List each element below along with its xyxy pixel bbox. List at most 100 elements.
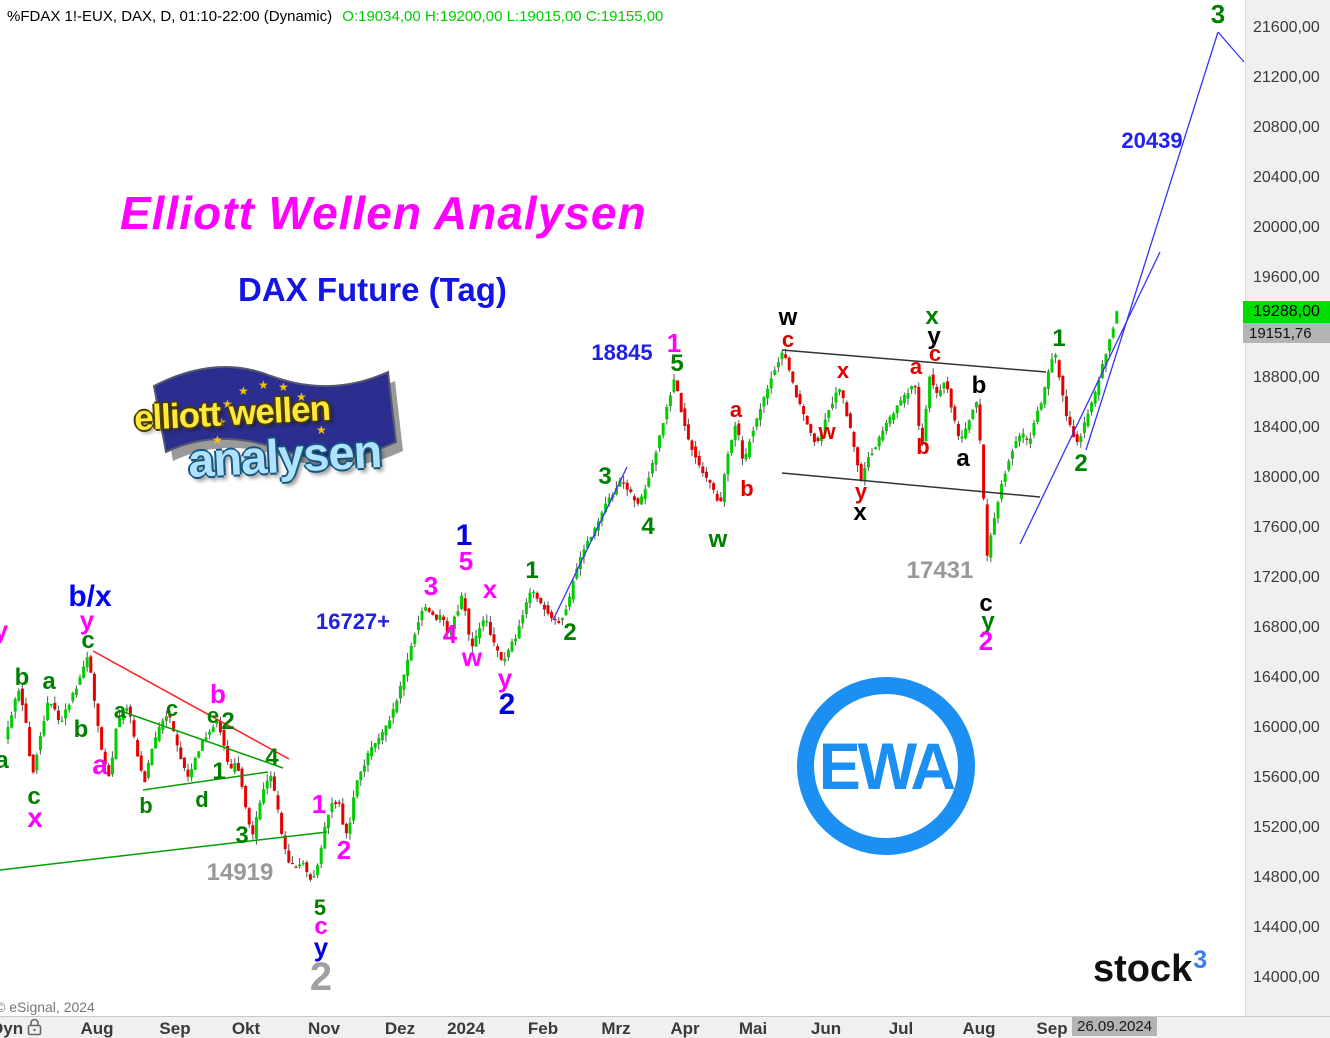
price-axis-label: 17600,00 <box>1253 519 1320 536</box>
candle-body <box>460 595 464 609</box>
trend-line[interactable] <box>781 349 1047 373</box>
candle-body <box>1014 441 1018 448</box>
candle-body <box>636 498 640 504</box>
candle-body <box>715 493 719 501</box>
candle-body <box>888 416 892 424</box>
candle-body <box>946 381 950 390</box>
candle-body <box>758 409 762 421</box>
candle-body <box>643 489 647 500</box>
candle-body <box>730 440 734 454</box>
time-axis-bar[interactable] <box>0 1016 1330 1038</box>
candle-body <box>449 630 453 633</box>
trend-line[interactable] <box>1085 31 1219 451</box>
wave-label: 5 <box>670 350 684 377</box>
candle-body <box>478 628 482 638</box>
candle-body <box>344 823 348 834</box>
candle-body <box>1093 392 1097 404</box>
price-high-badge: 19288,00 <box>1243 301 1330 323</box>
candle-body <box>571 581 575 600</box>
trend-line[interactable] <box>1217 31 1245 63</box>
wave-label: x <box>482 574 498 604</box>
candle-body <box>467 608 471 635</box>
candle-body <box>186 769 190 777</box>
candle-body <box>1079 436 1083 443</box>
candle-body <box>334 802 338 805</box>
candle-body <box>665 407 669 420</box>
trend-line[interactable] <box>781 472 1041 498</box>
wave-label: 4 <box>641 513 655 540</box>
candle-body <box>164 716 168 721</box>
candle-body <box>85 657 89 668</box>
trend-line[interactable] <box>552 466 628 621</box>
candle-body <box>535 592 539 599</box>
candle-body <box>445 621 449 634</box>
candle-body <box>200 740 204 751</box>
candle-body <box>1115 311 1119 324</box>
candle-body <box>701 466 705 474</box>
candle-body <box>996 502 1000 519</box>
candle-body <box>650 462 654 474</box>
trend-line[interactable] <box>92 650 290 760</box>
candle-body <box>236 763 240 771</box>
lock-icon[interactable] <box>27 1018 42 1036</box>
candle-body <box>978 404 982 441</box>
wave-label: b <box>740 476 754 501</box>
candle-body <box>229 763 233 769</box>
symbol-header: %FDAX 1!-EUX, DAX, D, 01:10-22:00 (Dynam… <box>7 8 663 25</box>
candle-body <box>949 388 953 408</box>
candle-body <box>276 795 280 810</box>
candle-body <box>143 771 147 783</box>
candle-body <box>913 385 917 388</box>
candle-body <box>532 591 536 594</box>
candle-body <box>154 737 158 749</box>
wave-label: 20439 <box>1121 128 1183 153</box>
candle-body <box>575 568 579 579</box>
candle-body <box>10 715 14 728</box>
candle-body <box>910 386 914 390</box>
candle-body <box>35 754 39 771</box>
candle-body <box>661 423 665 436</box>
candle-body <box>1039 403 1043 410</box>
candle-body <box>1068 416 1072 425</box>
candle-body <box>391 709 395 718</box>
candle-body <box>262 789 266 804</box>
price-axis-panel[interactable] <box>1245 0 1330 1016</box>
price-axis-label: 16400,00 <box>1253 669 1320 686</box>
candle-body <box>546 605 550 614</box>
wave-label: 1 <box>1052 325 1066 352</box>
candle-body <box>136 740 140 757</box>
month-label: Nov <box>307 1019 341 1038</box>
candle-body <box>89 656 93 673</box>
candle-body <box>488 622 492 635</box>
wave-label: y <box>313 932 329 962</box>
trend-line[interactable] <box>0 831 328 871</box>
candle-body <box>632 496 636 501</box>
wave-label: y <box>981 608 995 635</box>
candle-body <box>190 769 194 778</box>
trend-line[interactable] <box>117 709 284 769</box>
candle-body <box>254 817 258 839</box>
candle-body <box>827 410 831 418</box>
candle-body <box>1003 473 1007 482</box>
candle-body <box>175 734 179 746</box>
candle-body <box>1097 380 1101 396</box>
price-axis-label: 16000,00 <box>1253 719 1320 736</box>
candle-body <box>614 488 618 495</box>
dyn-mode-label[interactable]: Dyn <box>0 1019 24 1038</box>
candle-body <box>82 666 86 678</box>
candle-body <box>1108 339 1112 352</box>
trend-line[interactable] <box>1019 251 1161 545</box>
month-label: 2024 <box>447 1019 485 1038</box>
candle-body <box>312 875 316 878</box>
candle-body <box>1043 387 1047 405</box>
candle-body <box>1007 460 1011 470</box>
candle-body <box>920 427 924 445</box>
wave-label: b <box>971 372 987 399</box>
candle-body <box>438 615 442 620</box>
trend-line[interactable] <box>142 771 269 791</box>
candle-body <box>13 699 17 712</box>
candle-body <box>78 677 82 685</box>
candle-body <box>683 408 687 426</box>
candle-body <box>424 607 428 611</box>
